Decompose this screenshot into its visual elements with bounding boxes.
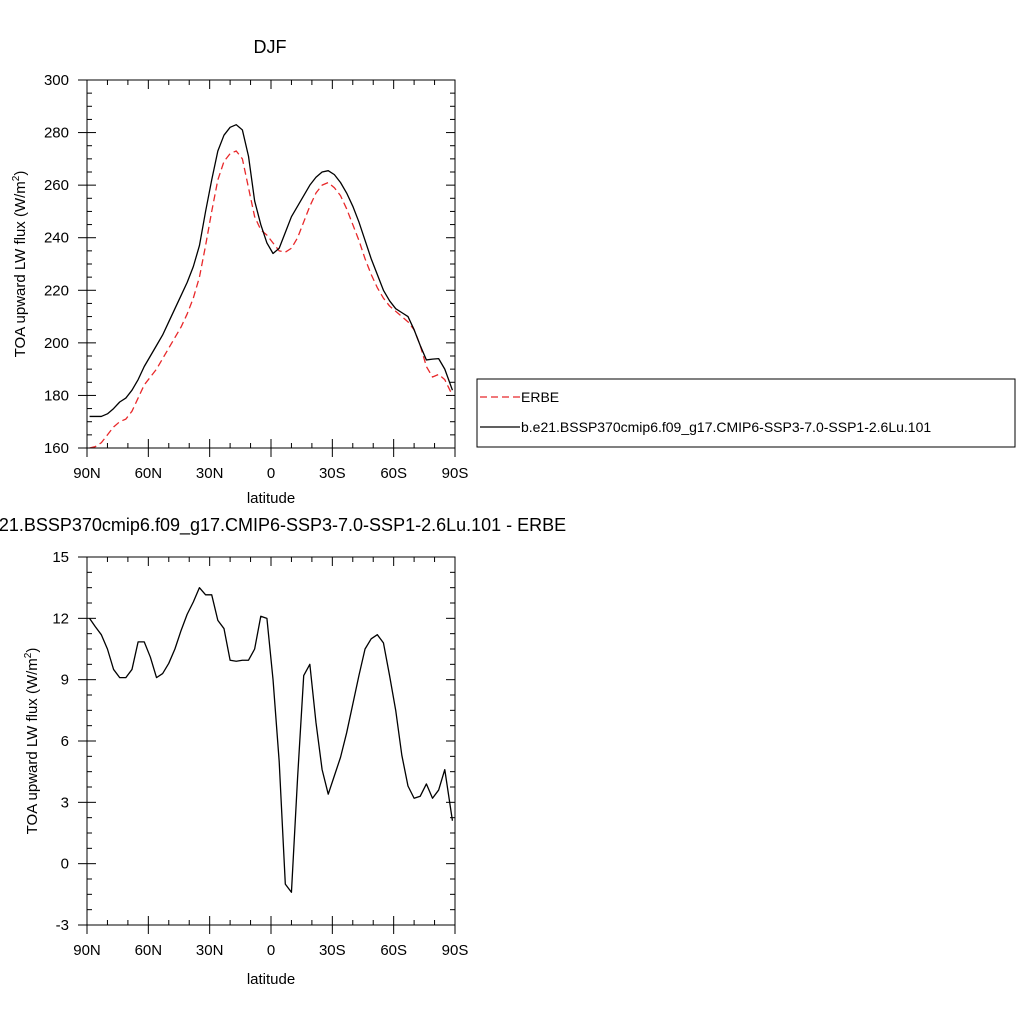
top-y-tick-label: 220 [44,282,69,299]
top-y-axis-label: TOA upward LW flux (W/m2) [11,171,29,358]
bottom-x-tick-label: 90N [73,942,101,959]
legend: ERBE b.e21.BSSP370cmip6.f09_g17.CMIP6-SS… [476,378,1016,448]
bottom-panel: b.e21.BSSP370cmip6.f09_g17.CMIP6-SSP3-7.… [0,515,566,988]
top-y-tick-label: 280 [44,125,69,142]
bottom-x-tick-label: 90S [442,942,469,959]
bottom-x-tick-label: 30S [319,942,346,959]
bottom-x-tick-label: 60S [380,942,407,959]
bottom-y-tick-label: 6 [61,733,69,750]
bottom-y-tick-label: 0 [61,856,69,873]
top-x-axis-label: latitude [247,490,295,507]
top-x-tick-label: 30S [319,465,346,482]
top-x-tick-label: 30N [196,465,224,482]
bottom-panel-title: b.e21.BSSP370cmip6.f09_g17.CMIP6-SSP3-7.… [0,515,566,536]
top-y-axis-label-sup: 2 [11,175,22,181]
bottom-y-tick-label: 9 [61,672,69,689]
top-x-tick-label: 90N [73,465,101,482]
top-y-tick-label: 240 [44,230,69,247]
bottom-y-tick-label: 3 [61,794,69,811]
bottom-series-group [89,587,454,893]
top-panel-title: DJF [254,37,287,57]
top-y-tick-label: 200 [44,335,69,352]
top-panel: DJF 160 180 200 220 240 260 280 300 90N 60N 30N 0 30… [11,37,1016,507]
top-x-tick-label: 0 [267,465,275,482]
bottom-series-line-0 [89,587,454,893]
top-plot-frame [86,79,456,449]
bottom-x-tick-label: 60N [135,942,163,959]
top-series-group [89,124,454,449]
top-series-line-1 [89,124,454,418]
bottom-x-axis-label: latitude [247,971,295,988]
bottom-y-axis-label-end: ) [24,648,41,653]
top-y-tick-label: 260 [44,177,69,194]
bottom-x-tick-label: 0 [267,942,275,959]
bottom-y-axis-label-sup: 2 [23,652,34,658]
top-y-axis-label-end: ) [12,171,29,176]
bottom-y-axis-label-main: TOA upward LW flux (W/m [24,658,41,834]
top-y-tick-label: 160 [44,440,69,457]
top-ticks: 160 180 200 220 240 260 280 300 90N 60N 30N 0 30S 60S… [44,72,468,482]
top-series-line-0 [89,150,454,449]
top-x-tick-label: 60N [135,465,163,482]
top-x-tick-label: 90S [442,465,469,482]
legend-label-model: b.e21.BSSP370cmip6.f09_g17.CMIP6-SSP3-7.… [521,419,931,435]
top-x-tick-label: 60S [380,465,407,482]
legend-label-erbe: ERBE [521,389,559,405]
bottom-ticks: -3 0 3 6 9 12 15 90N 60N 30N 0 30S 60S 90S [52,549,468,959]
top-y-tick-label: 180 [44,387,69,404]
bottom-y-tick-label: -3 [56,917,69,934]
legend-box [476,378,1016,448]
bottom-y-tick-label: 15 [52,549,69,566]
bottom-plot-frame [86,556,456,926]
top-y-axis-label-main: TOA upward LW flux (W/m [12,181,29,357]
top-y-tick-label: 300 [44,72,69,89]
bottom-y-axis-label: TOA upward LW flux (W/m2) [23,648,41,835]
bottom-y-tick-label: 12 [52,610,69,627]
bottom-x-tick-label: 30N [196,942,224,959]
